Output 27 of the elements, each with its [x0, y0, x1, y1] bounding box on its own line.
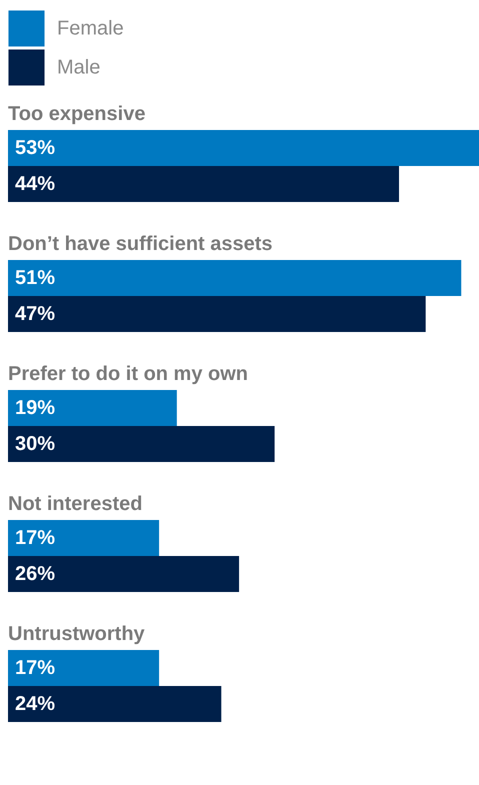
- bar: [8, 296, 426, 332]
- y-tick-label: Untrustworthy: [8, 623, 146, 645]
- bar: [8, 650, 160, 686]
- bar: [8, 390, 177, 426]
- bar: [8, 166, 400, 202]
- legend-label: Female: [57, 18, 124, 40]
- bar: [8, 556, 240, 592]
- data-label: 24%: [15, 693, 56, 715]
- y-tick-label: Don’t have sufficient assets: [8, 233, 273, 255]
- data-label: 44%: [15, 173, 56, 195]
- data-label: 53%: [15, 137, 56, 159]
- legend-label: Male: [57, 56, 100, 78]
- y-tick-label: Prefer to do it on my own: [8, 363, 248, 385]
- data-label: 51%: [15, 267, 56, 289]
- y-tick-label: Too expensive: [8, 103, 146, 125]
- data-label: 26%: [15, 563, 56, 585]
- bar: [8, 520, 160, 556]
- data-label: 30%: [15, 433, 56, 455]
- bar: [8, 686, 222, 722]
- data-label: 47%: [15, 303, 56, 325]
- bar: [8, 426, 275, 462]
- data-label: 17%: [15, 527, 56, 549]
- bar: [8, 130, 479, 166]
- y-tick-label: Not interested: [8, 493, 142, 515]
- bar: [8, 260, 462, 296]
- data-label: 17%: [15, 657, 56, 679]
- data-label: 19%: [15, 397, 56, 419]
